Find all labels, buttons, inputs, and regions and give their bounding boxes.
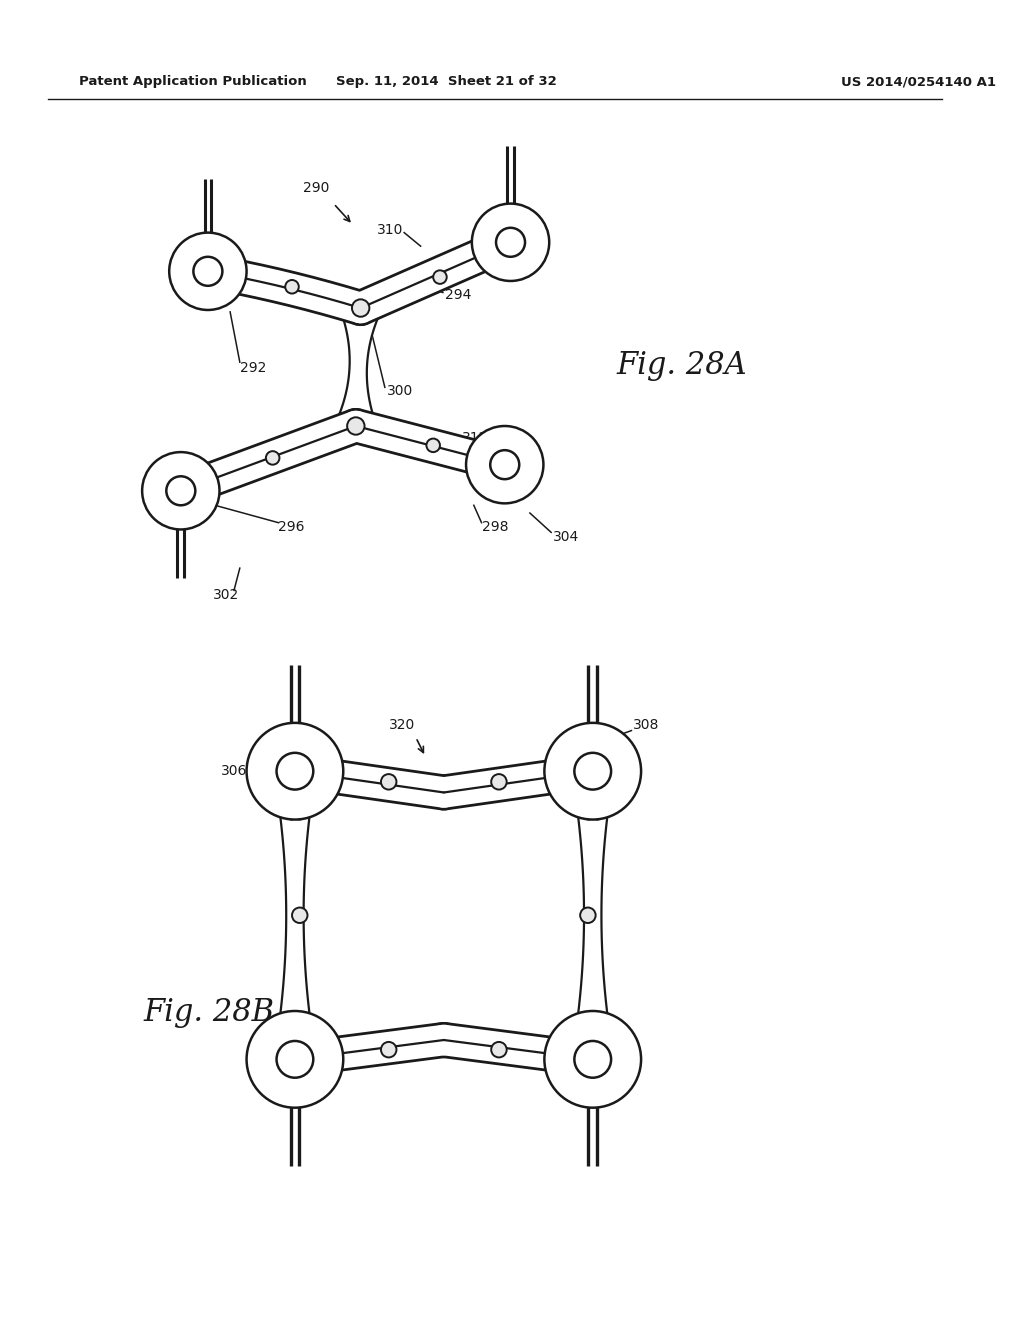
Text: 314: 314 [300,433,326,446]
Circle shape [166,477,196,506]
Circle shape [492,1041,507,1057]
Circle shape [496,228,525,257]
Text: 290: 290 [303,181,329,195]
Text: Sep. 11, 2014  Sheet 21 of 32: Sep. 11, 2014 Sheet 21 of 32 [336,75,557,88]
Text: 294: 294 [444,289,471,302]
Circle shape [490,450,519,479]
Circle shape [545,1011,641,1107]
Circle shape [545,723,641,820]
Text: 296: 296 [279,520,305,533]
Text: 298: 298 [481,520,508,533]
Text: 300: 300 [387,384,413,399]
Circle shape [286,280,299,293]
Circle shape [426,438,440,453]
Circle shape [142,453,219,529]
Circle shape [466,426,544,503]
Text: Fig. 28B: Fig. 28B [143,998,274,1028]
Polygon shape [571,771,614,1060]
Circle shape [433,271,446,284]
Circle shape [347,417,365,434]
Circle shape [266,451,280,465]
Text: 302: 302 [213,589,239,602]
Text: Patent Application Publication: Patent Application Publication [79,75,307,88]
Text: 306: 306 [220,764,247,779]
Circle shape [381,774,396,789]
Circle shape [169,232,247,310]
Text: Fig. 28A: Fig. 28A [616,350,748,380]
Circle shape [352,300,370,317]
Circle shape [381,1041,396,1057]
Polygon shape [335,308,382,426]
Circle shape [574,1041,611,1077]
Text: 310: 310 [377,223,403,236]
Circle shape [492,774,507,789]
Polygon shape [273,771,316,1060]
Text: 312: 312 [462,430,488,445]
Text: 304: 304 [553,531,580,544]
Text: 308: 308 [633,718,659,731]
Circle shape [276,1041,313,1077]
Circle shape [194,257,222,286]
Circle shape [581,908,596,923]
Text: US 2014/0254140 A1: US 2014/0254140 A1 [842,75,996,88]
Circle shape [574,752,611,789]
Circle shape [247,1011,343,1107]
Circle shape [276,752,313,789]
Circle shape [247,723,343,820]
Text: 320: 320 [389,718,415,731]
Circle shape [472,203,549,281]
Text: 292: 292 [240,360,266,375]
Circle shape [292,908,307,923]
